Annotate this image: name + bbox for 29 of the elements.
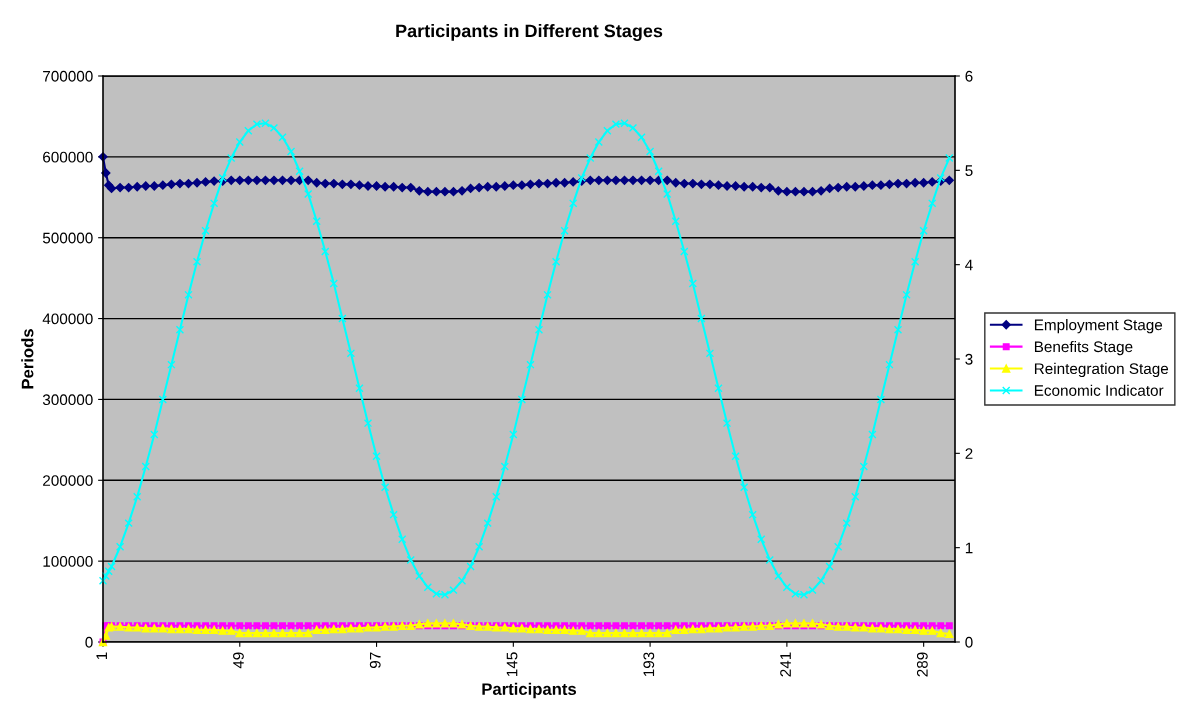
y2-tick-label: 3 — [965, 353, 973, 365]
y-tick-label: 200000 — [43, 475, 93, 486]
y-tick-label: 100000 — [43, 556, 93, 567]
y-tick-label: 400000 — [42, 313, 93, 325]
y2-tick-label: 1 — [965, 542, 973, 554]
y-tick-label: 700000 — [43, 70, 93, 82]
y2-tick-label: 2 — [965, 448, 973, 459]
legend-label: Reintegration Stage — [1034, 362, 1169, 378]
y2-tick-label: 6 — [965, 70, 973, 82]
y2-tick-label: 0 — [965, 636, 973, 648]
x-tick-label: 145 — [506, 652, 518, 677]
legend-label: Benefits Stage — [1034, 340, 1133, 356]
legend-label: Employment Stage — [1034, 319, 1163, 334]
y-tick-label: 500000 — [42, 232, 93, 244]
x-tick-label: 241 — [780, 652, 791, 677]
x-tick-label: 193 — [643, 652, 655, 677]
x-tick-label: 1 — [96, 652, 107, 660]
y-tick-label: 600000 — [43, 151, 93, 163]
legend-label: Economic Indicator — [1034, 384, 1164, 396]
y-tick-label: 300000 — [42, 394, 93, 406]
y2-tick-label: 5 — [965, 165, 973, 177]
y-tick-label: 0 — [85, 636, 93, 648]
x-tick-label: 49 — [233, 652, 244, 669]
y2-tick-label: 4 — [965, 259, 973, 271]
x-tick-label: 289 — [916, 652, 928, 677]
x-axis-title: Participants — [482, 682, 577, 699]
chart-title: Participants in Different Stages — [396, 24, 663, 41]
x-tick-label: 97 — [369, 652, 381, 668]
y-axis-title: Periods — [21, 329, 34, 389]
